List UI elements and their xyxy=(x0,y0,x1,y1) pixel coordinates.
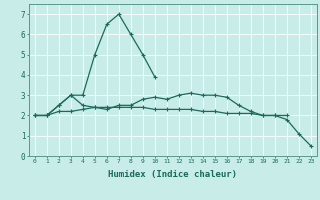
X-axis label: Humidex (Indice chaleur): Humidex (Indice chaleur) xyxy=(108,170,237,179)
